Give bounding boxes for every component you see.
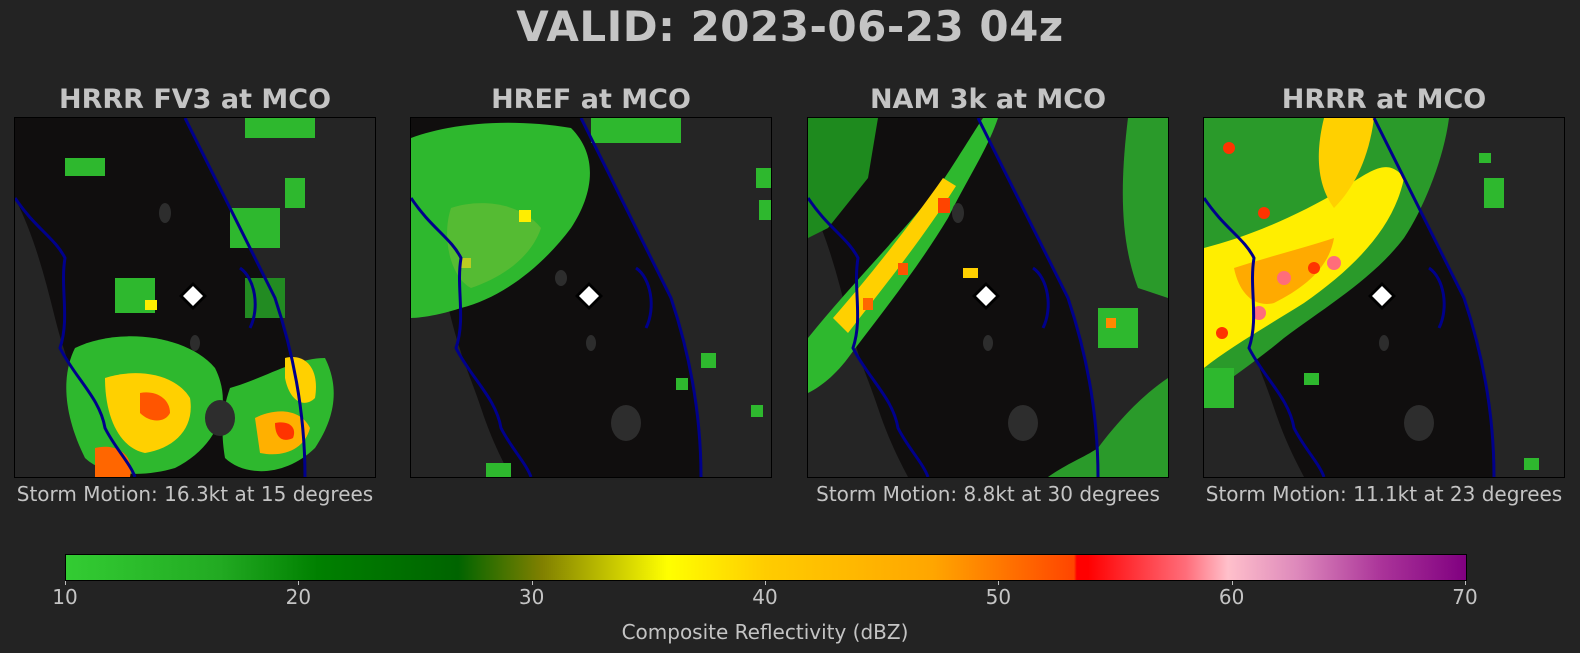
- coastline: [808, 118, 1100, 477]
- panel-title: HRRR at MCO: [1281, 84, 1487, 115]
- coastline: [15, 118, 307, 477]
- reflectivity-colorbar: [65, 554, 1467, 581]
- colorbar-tick-label: 40: [752, 585, 778, 609]
- panel-title: NAM 3k at MCO: [869, 84, 1107, 115]
- coastline: [411, 118, 703, 477]
- radar-echoes: [808, 118, 1168, 477]
- colorbar-tick-label: 20: [285, 585, 312, 609]
- colorbar-tick-label: 60: [1218, 585, 1245, 609]
- location-marker-icon: [179, 282, 207, 310]
- colorbar-tick-mark: [531, 581, 533, 585]
- radar-map[interactable]: [14, 117, 376, 478]
- map-svg: [808, 118, 1168, 477]
- lakes: [159, 203, 235, 436]
- location-marker-icon: [1368, 282, 1396, 310]
- colorbar-tick-mark: [65, 581, 66, 585]
- colorbar-tick-label: 70: [1452, 585, 1478, 609]
- radar-echoes: [65, 118, 334, 477]
- colorbar-label: Composite Reflectivity (dBZ): [621, 620, 909, 644]
- storm-motion-text: Storm Motion: 16.3kt at 15 degrees: [16, 482, 374, 506]
- radar-map[interactable]: [807, 117, 1169, 478]
- colorbar-tick-mark: [998, 581, 1000, 585]
- panel-hrrr: HRRR at MCO: [1203, 82, 1565, 506]
- colorbar-tick-label: 50: [985, 585, 1012, 609]
- panel-title: HRRR FV3 at MCO: [58, 84, 332, 115]
- lakes: [555, 270, 641, 441]
- radar-echoes: [411, 118, 771, 477]
- location-marker-icon: [972, 282, 1000, 310]
- colorbar-tick-mark: [298, 581, 300, 585]
- panel-title: HREF at MCO: [491, 84, 691, 115]
- colorbar-tick-mark: [1231, 581, 1233, 585]
- map-svg: [15, 118, 375, 477]
- colorbar-tick-mark: [765, 581, 766, 585]
- lakes: [1379, 335, 1434, 441]
- lakes: [952, 203, 1038, 441]
- main-title: VALID: 2023-06-23 04z: [516, 2, 1064, 51]
- storm-motion-text: Storm Motion: 8.8kt at 30 degrees: [816, 482, 1160, 506]
- storm-motion-text: Storm Motion: 11.1kt at 23 degrees: [1205, 482, 1563, 506]
- ocean-area: [808, 118, 1168, 477]
- radar-map[interactable]: [1203, 117, 1565, 478]
- coastline: [1204, 118, 1496, 477]
- location-marker-icon: [575, 282, 603, 310]
- colorbar-tick-label: 10: [52, 585, 78, 609]
- radar-map[interactable]: [410, 117, 772, 478]
- panel-hrrr-fv3: HRRR FV3 at MCO: [14, 82, 376, 506]
- colorbar-tick-mark: [1465, 581, 1466, 585]
- colorbar-tick-label: 30: [518, 585, 545, 609]
- map-svg: [1204, 118, 1564, 477]
- panel-nam-3k: NAM 3k at MCO: [807, 82, 1169, 506]
- panel-href: HREF at MCO: [410, 82, 772, 478]
- map-svg: [411, 118, 771, 477]
